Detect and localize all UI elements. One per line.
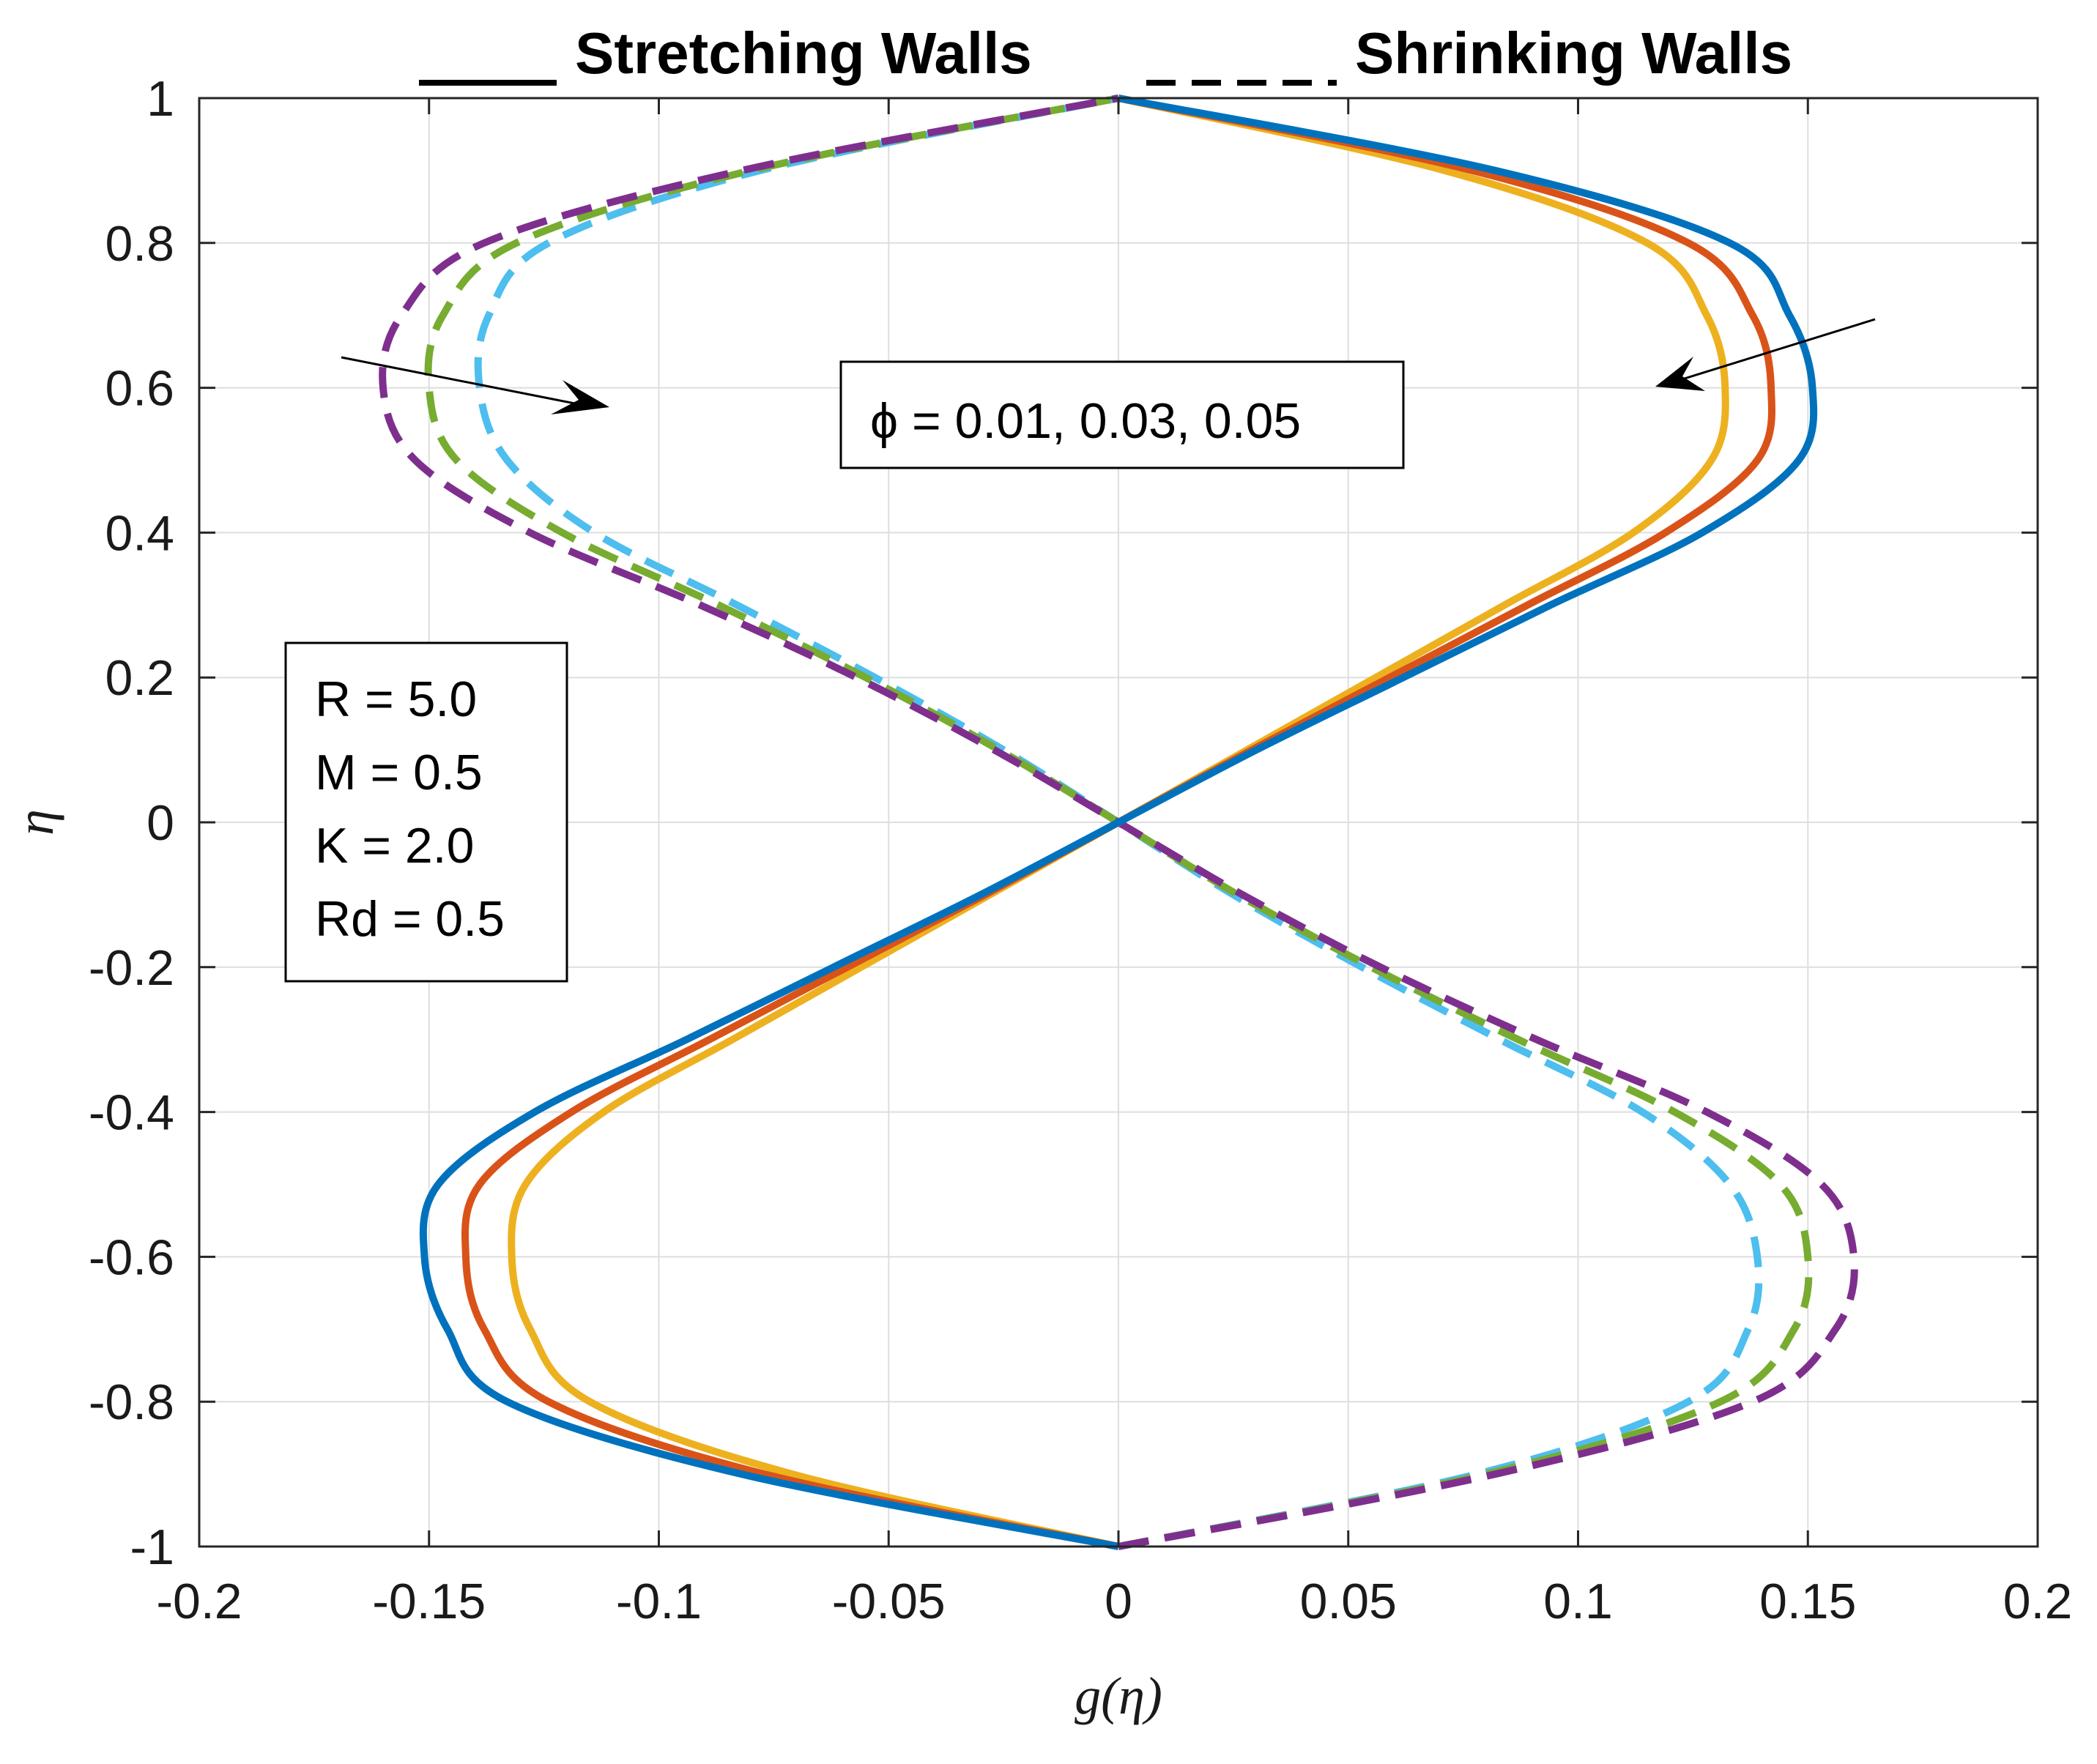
y-tick-label: 0 xyxy=(146,795,174,851)
param-k: K = 2.0 xyxy=(315,818,474,874)
y-tick-label: 0.8 xyxy=(105,216,174,272)
y-tick-label: 0.6 xyxy=(105,361,174,417)
y-tick-label: -0.4 xyxy=(89,1085,174,1141)
phi-annotation: ϕ = 0.01, 0.03, 0.05 xyxy=(870,393,1301,449)
params-annotation-box xyxy=(284,641,568,983)
x-tick-label: -0.1 xyxy=(616,1574,702,1629)
phi-annotation-box xyxy=(839,360,1405,469)
param-rd: Rd = 0.5 xyxy=(315,891,505,947)
arrow-stretching-line xyxy=(1677,318,1876,382)
y-tick-label: -1 xyxy=(130,1519,174,1575)
y-tick-label: -0.2 xyxy=(89,940,174,996)
y-tick-label: -0.8 xyxy=(89,1374,174,1430)
x-tick-label: 0 xyxy=(1105,1574,1132,1629)
y-tick-label: 0.2 xyxy=(105,650,174,706)
series-line-shrinking-1 xyxy=(424,94,1813,1550)
x-axis-label: g(η) xyxy=(1075,1667,1162,1725)
title-stretching: Stretching Walls xyxy=(575,21,1032,86)
arrow-stretching-head xyxy=(1655,357,1705,391)
param-m: M = 0.5 xyxy=(315,745,483,800)
curves xyxy=(379,94,1858,1550)
title-shrinking: Shrinking Walls xyxy=(1355,21,1792,86)
y-axis-label: η xyxy=(6,809,64,836)
x-tick-label: 0.1 xyxy=(1543,1574,1613,1629)
x-tick-label: 0.05 xyxy=(1300,1574,1397,1629)
param-r: R = 5.0 xyxy=(315,671,477,727)
ticks: -0.2 -0.15 -0.1 -0.05 0 0.05 0.1 0.15 0.2 -1 -0.8 -… xyxy=(89,71,2072,1629)
arrow-shrinking-line xyxy=(341,356,587,407)
series-line-stretching-0 xyxy=(419,94,1818,1550)
x-tick-label: 0.2 xyxy=(2003,1574,2073,1629)
y-tick-label: 1 xyxy=(146,71,174,127)
arrow-shrinking-head xyxy=(551,380,609,414)
y-tick-label: 0.4 xyxy=(105,505,174,561)
x-tick-label: 0.15 xyxy=(1759,1574,1856,1629)
x-tick-label: -0.05 xyxy=(832,1574,946,1629)
x-tick-label: -0.15 xyxy=(372,1574,486,1629)
x-tick-label: -0.2 xyxy=(156,1574,242,1629)
y-tick-label: -0.6 xyxy=(89,1229,174,1285)
